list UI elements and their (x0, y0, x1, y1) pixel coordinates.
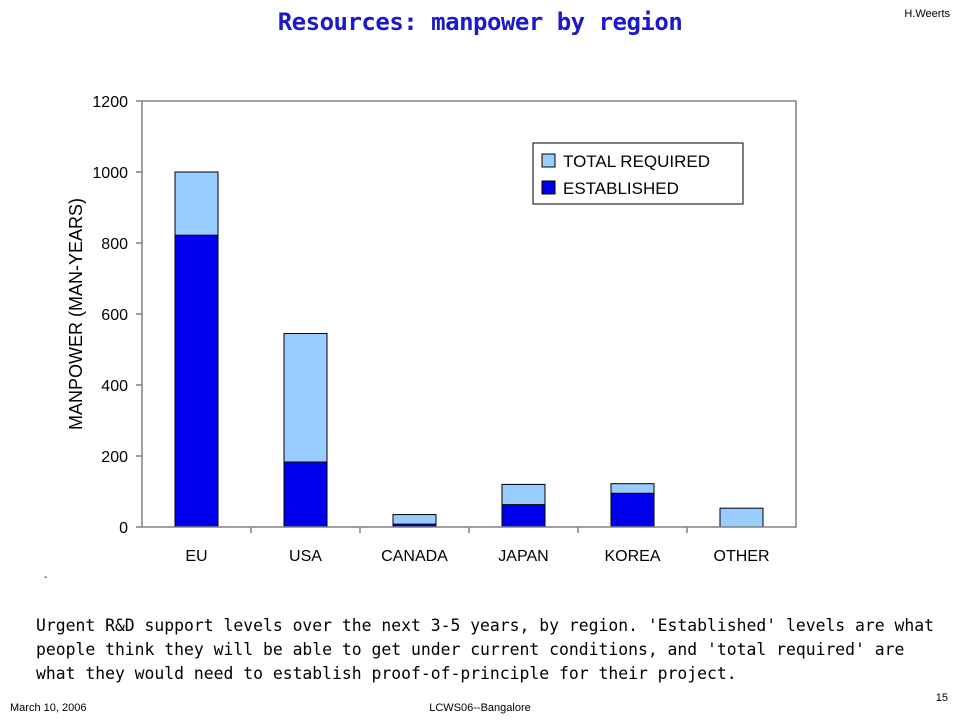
legend-swatch-total-required (541, 153, 556, 168)
x-tick-label-canada: CANADA (381, 548, 448, 565)
y-tick-label: 200 (101, 449, 128, 466)
bar-established-japan (501, 504, 546, 528)
bar-established-korea (610, 492, 655, 528)
legend-swatch-established (541, 180, 556, 195)
slide-caption: Urgent R&D support levels over the next … (36, 616, 934, 683)
bar-chart: 0 200 400 600 800 1000 1200 EU USA CANADA JAPAN KO… (66, 94, 797, 565)
footer-date: March 10, 2006 (10, 702, 87, 714)
x-axis: EU USA CANADA JAPAN KOREA OTHER (185, 527, 770, 565)
legend-box (532, 142, 744, 205)
y-axis-title: MANPOWER (MAN-YEARS) (66, 198, 86, 430)
page-number: 15 (935, 692, 948, 704)
y-tick-label: 600 (101, 307, 128, 324)
plot-frame (141, 100, 797, 528)
x-tick-label-usa: USA (289, 548, 322, 565)
bars-group (174, 171, 764, 528)
chart-area: 0 200 400 600 800 1000 1200 EU USA CANADA JAPAN KO… (66, 94, 797, 565)
slide-title: Resources: manpower by region (277, 8, 683, 36)
bar-established-usa (283, 461, 328, 528)
y-tick-label: 800 (101, 236, 128, 253)
stray-mark: - (44, 572, 48, 583)
y-tick-label: 1000 (92, 165, 128, 182)
x-tick-label-japan: JAPAN (498, 548, 548, 565)
legend-label-established: ESTABLISHED (563, 179, 679, 198)
y-tick-label: 0 (119, 520, 128, 537)
legend: TOTAL REQUIRED ESTABLISHED (532, 142, 744, 205)
footer-event: LCWS06--Bangalore (429, 702, 531, 714)
legend-label-total-required: TOTAL REQUIRED (563, 152, 710, 171)
x-tick-label-other: OTHER (714, 548, 770, 565)
bar-total-required-other (719, 507, 764, 528)
bar-established-eu (174, 234, 219, 528)
author-label: H.Weerts (904, 8, 950, 20)
y-tick-label: 1200 (92, 94, 128, 111)
x-tick-label-korea: KOREA (604, 548, 660, 565)
x-tick-label-eu: EU (185, 548, 207, 565)
y-axis: 0 200 400 600 800 1000 1200 (92, 94, 142, 537)
y-tick-label: 400 (101, 378, 128, 395)
